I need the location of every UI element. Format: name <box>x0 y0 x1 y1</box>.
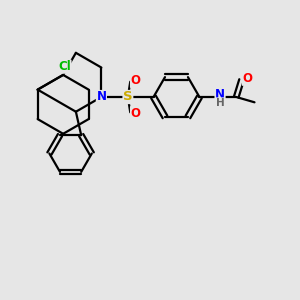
Text: Cl: Cl <box>58 60 71 73</box>
Text: S: S <box>123 91 133 103</box>
Text: N: N <box>215 88 225 101</box>
Text: O: O <box>130 107 140 120</box>
Text: O: O <box>130 74 140 87</box>
Text: O: O <box>242 72 252 85</box>
Text: H: H <box>216 98 224 108</box>
Text: N: N <box>96 91 106 103</box>
